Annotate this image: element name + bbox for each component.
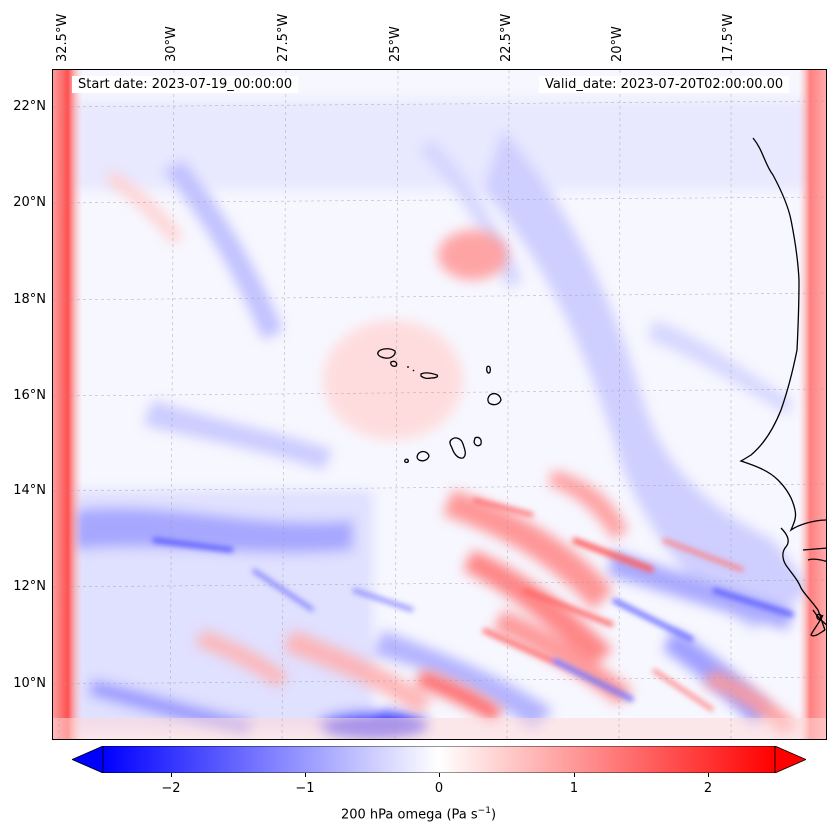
colorbar-tick-label: 0: [434, 781, 444, 796]
valid-date-label: Valid_date: 2023-07-20T02:00:00.00: [539, 76, 790, 93]
graticule: [53, 70, 826, 739]
island-sao-nicolau: [420, 372, 439, 380]
colorbar-tickmark: [574, 773, 575, 777]
lon-label-30w: 30°W: [164, 26, 179, 62]
island-santiago: [449, 437, 466, 459]
fine-scale-streaks: [152, 498, 794, 712]
colorbar-tick-label: 2: [703, 781, 713, 796]
omega-field: [53, 70, 826, 739]
island-fogo: [416, 450, 430, 462]
map-panel[interactable]: [52, 69, 827, 740]
colorbar: [72, 746, 806, 773]
colorbar-tick-label: −1: [295, 781, 315, 796]
lat-label-12n: 12°N: [13, 579, 46, 594]
left-boundary-strip: [53, 70, 83, 739]
colorbar-tickmark: [305, 773, 306, 777]
coastlines: [377, 137, 826, 637]
island-santo-antao: [377, 348, 396, 359]
lon-label-32-5w: 32.5°W: [55, 13, 70, 62]
island-brava: [404, 458, 409, 464]
colorbar-min-extend: [72, 746, 104, 773]
island-sao-vicente: [390, 360, 398, 367]
lon-label-20w: 20°W: [610, 26, 625, 62]
lon-label-25w: 25°W: [388, 26, 403, 62]
colorbar-tickmark: [439, 773, 440, 777]
colorbar-label: 200 hPa omega (Pa s−1): [340, 806, 497, 823]
island-boa-vista: [487, 393, 502, 406]
lon-label-27-5w: 27.5°W: [276, 13, 291, 62]
lat-label-14n: 14°N: [13, 483, 46, 498]
island-maio: [473, 436, 482, 447]
lat-label-22n: 22°N: [13, 99, 46, 114]
africa-coastline: [739, 137, 826, 532]
lat-label-16n: 16°N: [13, 388, 46, 403]
lon-label-17-5w: 17.5°W: [721, 13, 736, 62]
colorbar-max-extend: [774, 746, 806, 773]
lat-label-10n: 10°N: [13, 676, 46, 691]
lat-label-20n: 20°N: [13, 195, 46, 210]
colorbar-tickmark: [171, 773, 172, 777]
lon-label-22-5w: 22.5°W: [499, 13, 514, 62]
start-date-label: Start date: 2023-07-19_00:00:00: [72, 76, 299, 93]
colorbar-tick-label: −2: [161, 781, 181, 796]
right-boundary-strip: [798, 70, 826, 739]
island-sal: [486, 365, 491, 374]
bottom-boundary-strip: [53, 718, 826, 739]
colorbar-tick-label: 1: [569, 781, 579, 796]
colorbar-tickmark: [708, 773, 709, 777]
colorbar-gradient: [102, 746, 776, 773]
lat-label-18n: 18°N: [13, 292, 46, 307]
